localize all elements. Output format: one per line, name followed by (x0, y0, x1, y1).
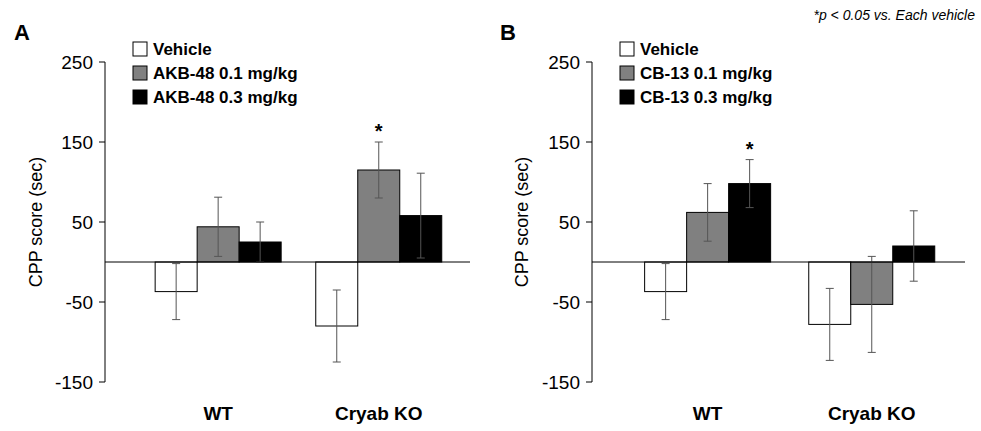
error-bar (704, 184, 712, 242)
x-tick-label: WT (693, 403, 723, 424)
error-bar (826, 288, 834, 360)
panel-title: A (14, 20, 30, 45)
legend-swatch (620, 42, 634, 56)
y-tick (99, 382, 105, 383)
error-cap (214, 256, 222, 257)
error-cap (417, 173, 425, 174)
y-tick-label: 250 (548, 52, 580, 73)
error-line (913, 211, 914, 281)
error-cap (172, 263, 180, 264)
legend-swatch (133, 42, 147, 56)
error-cap (417, 258, 425, 259)
panel-title: B (500, 20, 516, 45)
error-cap (662, 319, 670, 320)
error-cap (704, 183, 712, 184)
error-cap (375, 198, 383, 199)
legend-label: AKB-48 0.1 mg/kg (153, 64, 298, 83)
plot-area (155, 142, 442, 362)
error-bar (214, 197, 222, 256)
legend-swatch (620, 66, 634, 80)
y-tick (586, 302, 592, 303)
significance: * (375, 120, 383, 142)
y-tick (586, 222, 592, 223)
panel: A CPP score (sec) -150 -50 50 150 250 WT Cryab K… (14, 20, 470, 424)
legend-label: Vehicle (640, 40, 699, 59)
legend-label: CB-13 0.3 mg/kg (640, 88, 772, 107)
x-tick-label: Cryab KO (335, 403, 423, 424)
error-cap (333, 362, 341, 363)
error-cap (910, 281, 918, 282)
error-cap (704, 241, 712, 242)
y-tick-label: -50 (66, 292, 93, 313)
error-cap (333, 290, 341, 291)
error-cap (746, 207, 754, 208)
y-tick-label: 250 (61, 52, 93, 73)
y-tick-label: -150 (542, 372, 580, 393)
error-cap (910, 210, 918, 211)
error-bar (910, 211, 918, 281)
figure: *p < 0.05 vs. Each vehicle A CPP score (se… (0, 0, 981, 431)
error-line (665, 264, 666, 320)
error-line (378, 142, 379, 198)
error-bar (375, 142, 383, 198)
error-bar (172, 264, 180, 320)
error-line (336, 290, 337, 362)
y-tick-label: -50 (553, 292, 580, 313)
y-tick (99, 62, 105, 63)
y-tick (99, 142, 105, 143)
x-tick-label: WT (203, 403, 233, 424)
legend-swatch (133, 66, 147, 80)
y-tick (586, 142, 592, 143)
legend-label: Vehicle (153, 40, 212, 59)
error-bar (662, 264, 670, 320)
error-bar (256, 222, 264, 262)
error-cap (214, 197, 222, 198)
error-cap (256, 222, 264, 223)
error-cap (868, 352, 876, 353)
error-cap (662, 263, 670, 264)
y-axis-label: CPP score (sec) (512, 157, 532, 288)
y-axis-label: CPP score (sec) (26, 157, 46, 288)
error-cap (826, 288, 834, 289)
y-tick (99, 222, 105, 223)
y-tick-label: 150 (548, 132, 580, 153)
error-bar (417, 173, 425, 258)
error-line (749, 160, 750, 208)
error-cap (172, 319, 180, 320)
x-tick-label: Cryab KO (828, 403, 916, 424)
y-tick (586, 382, 592, 383)
error-bar (746, 160, 754, 208)
error-line (176, 264, 177, 320)
y-tick-label: 150 (61, 132, 93, 153)
y-tick-label: -150 (55, 372, 93, 393)
y-tick-label: 50 (559, 212, 580, 233)
plot-area (645, 160, 935, 361)
zero-line (105, 262, 470, 263)
error-bar (868, 256, 876, 352)
error-line (218, 197, 219, 256)
error-bar (333, 290, 341, 362)
error-line (829, 288, 830, 360)
panel: B CPP score (sec) -150 -50 50 150 250 WT Cryab K… (500, 20, 965, 424)
note: *p < 0.05 vs. Each vehicle (814, 7, 976, 23)
error-line (871, 256, 872, 352)
legend-swatch (133, 90, 147, 104)
y-tick (586, 62, 592, 63)
error-line (420, 173, 421, 258)
error-line (260, 222, 261, 262)
y-tick (99, 302, 105, 303)
error-line (707, 184, 708, 242)
error-cap (826, 360, 834, 361)
legend-swatch (620, 90, 634, 104)
zero-line (592, 262, 965, 263)
y-tick-label: 50 (72, 212, 93, 233)
error-cap (868, 256, 876, 257)
legend-label: AKB-48 0.3 mg/kg (153, 88, 298, 107)
legend-label: CB-13 0.1 mg/kg (640, 64, 772, 83)
significance: * (746, 138, 754, 160)
